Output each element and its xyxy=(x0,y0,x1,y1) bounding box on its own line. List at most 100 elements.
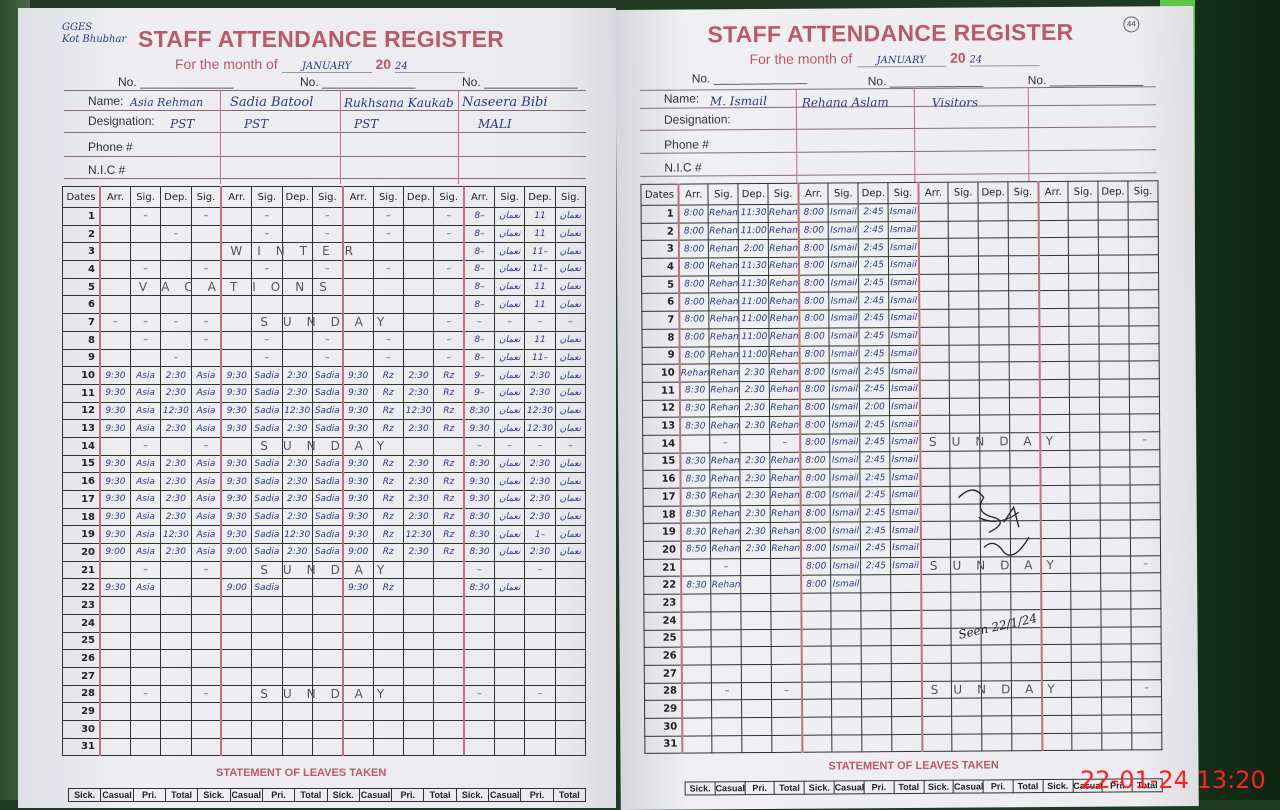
time-cell: 9:30 xyxy=(463,472,495,491)
time-cell xyxy=(918,273,949,292)
time-cell: 8:00 xyxy=(798,257,829,276)
signature-cell: Sadia xyxy=(251,401,283,421)
signature-cell: – xyxy=(129,260,162,279)
signature-cell xyxy=(771,646,802,665)
time-cell xyxy=(1101,661,1132,680)
signature-cell xyxy=(711,611,742,630)
attendance-row: 31 xyxy=(62,737,587,757)
staff-designation: MALI xyxy=(478,117,512,131)
date-cell: 19 xyxy=(643,523,681,542)
time-cell xyxy=(861,645,892,664)
leaves-statement-title: STATEMENT OF LEAVES TAKEN xyxy=(828,759,999,773)
signature-cell: Rehana xyxy=(769,328,800,346)
signature-cell xyxy=(554,649,587,668)
time-cell xyxy=(1098,308,1129,326)
time-cell xyxy=(682,735,713,754)
signature-cell: – xyxy=(311,207,344,226)
time-cell: 9:30 xyxy=(341,454,374,474)
signature-cell: Rz xyxy=(433,366,465,385)
signature-cell xyxy=(1070,502,1101,521)
signature-cell xyxy=(433,560,465,580)
signature-cell xyxy=(771,611,802,629)
signature-cell xyxy=(129,666,162,686)
time-cell: 8:30 xyxy=(680,487,711,506)
time-cell xyxy=(99,348,131,368)
signature-cell xyxy=(948,220,979,239)
signature-cell: Sadia xyxy=(311,401,344,421)
time-cell xyxy=(979,344,1010,363)
attendance-row: 13 9:30 Asia 2:30 Asia 9:30 Sadia 2:30 Sadia 9:30… xyxy=(62,419,587,438)
time-cell: 9:30 xyxy=(220,472,253,491)
number-field: No. ______________ xyxy=(691,70,808,86)
signature-cell: نعمان xyxy=(493,260,526,279)
time-cell xyxy=(99,207,131,226)
column-header: Sig. xyxy=(888,182,919,204)
time-cell xyxy=(741,593,772,612)
time-cell xyxy=(1099,361,1130,380)
time-cell xyxy=(281,613,313,633)
time-cell: 8:00 xyxy=(679,328,710,347)
time-cell xyxy=(99,613,131,633)
time-cell xyxy=(681,629,712,648)
time-cell: 2:30 xyxy=(740,487,771,506)
signature-cell: Ismail xyxy=(829,327,860,346)
signature-cell: Ismail xyxy=(889,344,920,363)
time-cell: 2:45 xyxy=(859,345,890,364)
time-cell xyxy=(978,308,1010,327)
time-cell: 2:45 xyxy=(860,557,891,576)
signature-cell: Sadia xyxy=(251,383,283,403)
signature-cell: Asia xyxy=(129,454,162,474)
date-cell: 22 xyxy=(643,576,682,595)
time-cell: 9:30 xyxy=(220,383,253,403)
signature-cell: – xyxy=(372,348,404,368)
time-cell xyxy=(981,644,1012,663)
signature-cell: Ismail xyxy=(828,221,859,240)
time-cell xyxy=(160,436,192,456)
time-cell: 8:30 xyxy=(463,525,495,545)
signature-cell: Ismail xyxy=(830,451,861,470)
time-cell xyxy=(341,436,374,456)
photo-timestamp: 22-01-24 13:20 xyxy=(1080,766,1266,794)
signature-cell xyxy=(948,238,979,257)
signature-cell xyxy=(311,242,344,262)
time-cell xyxy=(861,592,892,611)
signature-cell xyxy=(949,362,980,381)
attendance-row: 31 xyxy=(644,732,1162,754)
signature-cell: VACATIONS xyxy=(129,277,327,297)
signature-cell xyxy=(1069,379,1100,397)
signature-cell xyxy=(433,242,465,262)
signature-cell: نعمان xyxy=(554,472,587,491)
time-cell xyxy=(99,719,131,739)
signature-cell: – xyxy=(372,260,404,279)
signature-cell xyxy=(1068,272,1099,291)
time-cell: 9:30 xyxy=(220,419,253,438)
signature-cell xyxy=(251,737,283,757)
time-cell xyxy=(1038,220,1069,238)
signature-cell: – xyxy=(554,313,587,332)
signature-cell xyxy=(772,734,803,753)
signature-cell xyxy=(311,702,344,721)
time-cell xyxy=(1039,361,1070,380)
time-cell: – xyxy=(463,684,495,704)
signature-cell: – xyxy=(129,313,162,332)
time-cell: 2:30 xyxy=(740,505,771,524)
time-cell xyxy=(921,610,952,628)
time-cell xyxy=(281,260,313,279)
signature-cell: – xyxy=(129,207,162,226)
signature-cell xyxy=(891,645,922,664)
signature-cell xyxy=(311,295,344,315)
time-cell: 2:30 xyxy=(524,543,556,562)
signature-cell: – xyxy=(372,207,404,226)
time-cell xyxy=(978,220,1009,239)
signature-cell: نعمان xyxy=(493,543,526,562)
signature-cell: Ismail xyxy=(829,380,860,399)
time-cell: 2:30 xyxy=(281,419,313,438)
time-cell xyxy=(681,558,712,577)
time-cell xyxy=(402,666,435,686)
year-value: 24 xyxy=(969,54,1040,67)
time-cell: 8:00 xyxy=(799,363,830,382)
signature-cell: Rehana xyxy=(768,257,799,276)
time-cell xyxy=(741,699,773,718)
signature-cell: Rehana xyxy=(770,504,801,523)
signature-cell: Ismail xyxy=(888,203,919,222)
